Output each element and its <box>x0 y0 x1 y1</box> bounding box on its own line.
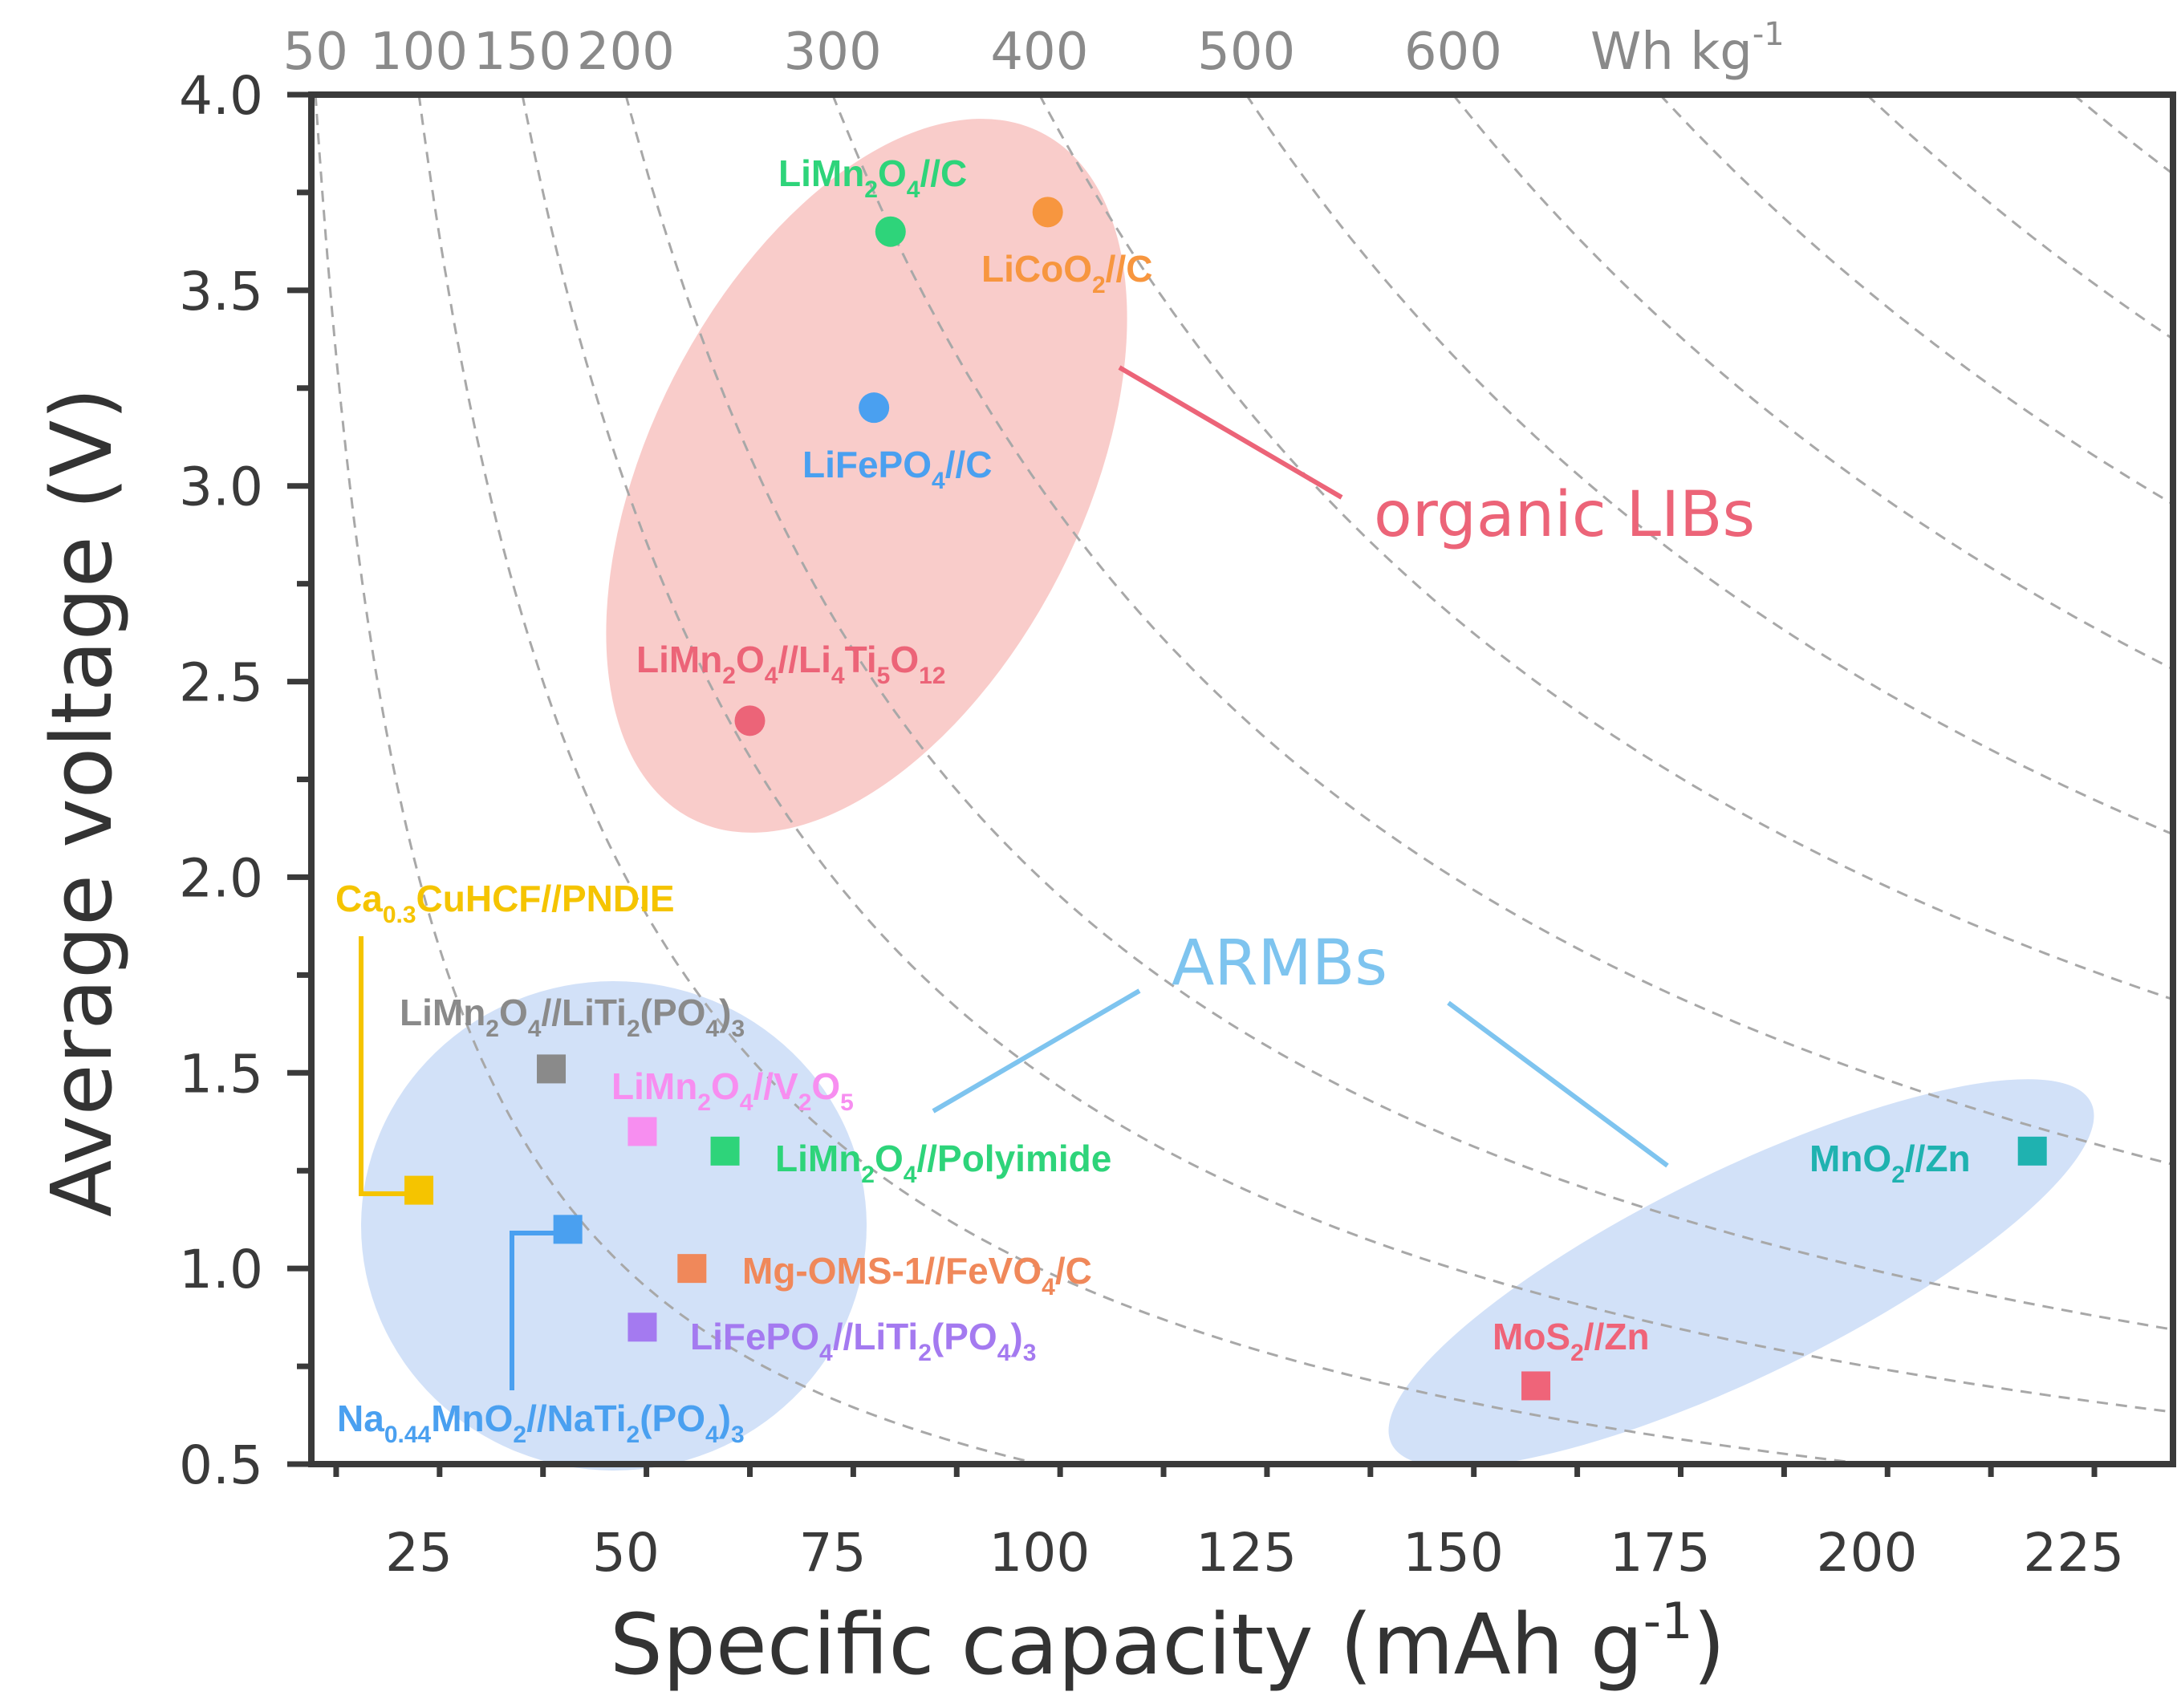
armbs-label: ARMBs <box>1172 927 1387 1000</box>
y-tick-label: 2.5 <box>179 652 263 714</box>
energy-label: 50 <box>282 22 347 82</box>
x-tick-label: 75 <box>799 1522 867 1584</box>
energy-label: 400 <box>990 22 1088 82</box>
connector-line <box>1447 1000 1669 1168</box>
energy-unit-label: Wh kg-1 <box>1590 16 1785 82</box>
energy-label: 200 <box>577 22 675 82</box>
x-tick-label: 100 <box>989 1522 1090 1584</box>
y-axis-title: Average voltage (V) <box>33 387 131 1217</box>
y-tick-label: 1.5 <box>179 1043 263 1105</box>
point-label: LiFePO4//LiTi2(PO4)3 <box>690 1316 1036 1366</box>
organic-libs-label: organic LIBs <box>1374 479 1755 551</box>
point-lifepo4-liti2-po4-3 <box>627 1312 657 1342</box>
armbs-region-right <box>1388 1079 2094 1467</box>
point-limn2o4-li4ti5o12 <box>734 705 766 736</box>
energy-density-labels: 50 100 150 200 300 400 500 600 <box>282 22 1501 82</box>
energy-density-curves <box>314 95 2173 1464</box>
y-tick-label: 4.0 <box>179 65 263 127</box>
point-mos2-zn <box>1521 1371 1551 1401</box>
energy-label: 100 <box>370 22 468 82</box>
point-mg-oms-1-fevo4-c <box>677 1254 707 1284</box>
organic-libs-region <box>606 119 1127 833</box>
connector-line <box>1118 365 1343 500</box>
point-label: LiMn2O4//Polyimide <box>775 1138 1111 1188</box>
point-label: Na0.44MnO2//NaTi2(PO4)3 <box>337 1398 745 1448</box>
point-limn2o4-v2o5 <box>627 1117 657 1146</box>
x-tick-label: 150 <box>1403 1522 1504 1584</box>
y-tick-label: 2.0 <box>179 847 263 909</box>
energy-curve <box>1245 95 2173 836</box>
energy-curve <box>624 95 2173 1331</box>
y-tick-label: 3.0 <box>179 456 263 518</box>
y-tick-label: 3.5 <box>179 261 263 323</box>
connector-line <box>510 1231 570 1390</box>
point-label: Ca0.3CuHCF//PNDIE <box>335 878 675 928</box>
point-limn2o4-polyimide <box>710 1136 740 1166</box>
energy-label: 300 <box>784 22 882 82</box>
point-limn2o4-liti2-po4-3 <box>537 1054 567 1084</box>
point-mno2-zn <box>2017 1136 2047 1166</box>
data-points <box>404 197 2047 1401</box>
energy-curve <box>2073 95 2173 176</box>
energy-label: 500 <box>1197 22 1295 82</box>
point-lifepo4-c <box>859 392 890 424</box>
point-label: MoS2//Zn <box>1493 1316 1650 1366</box>
connector-line <box>932 988 1141 1114</box>
point-label: LiMn2O4//C <box>778 152 967 203</box>
energy-curve <box>831 95 2173 1166</box>
point-label: MnO2//Zn <box>1809 1138 1971 1188</box>
x-tick-label: 25 <box>385 1522 453 1584</box>
x-tick-label: 50 <box>592 1522 660 1584</box>
point-label: LiCoO2//C <box>981 248 1152 298</box>
x-tick-label: 200 <box>1816 1522 1917 1584</box>
point-limn2o4-c <box>875 216 906 247</box>
x-axis-ticks: 25 50 75 100 125 150 175 200 225 <box>333 1464 2124 1584</box>
energy-curve <box>521 95 2173 1414</box>
point-label: LiMn2O4//V2O5 <box>611 1065 854 1116</box>
point-labels: LiMn2O4//C LiCoO2//C LiFePO4//C LiMn2O4//Li… <box>335 152 1971 1448</box>
x-tick-label: 175 <box>1610 1522 1711 1584</box>
x-axis-title: Specific capacity (mAh g-1) <box>610 1592 1725 1694</box>
x-tick-label: 125 <box>1196 1522 1297 1584</box>
point-ca0-3cuhcf-pndie <box>404 1175 434 1205</box>
y-tick-label: 0.5 <box>179 1434 263 1496</box>
y-tick-label: 1.0 <box>179 1239 263 1300</box>
point-label: Mg-OMS-1//FeVO4/C <box>742 1250 1092 1300</box>
point-label: LiMn2O4//LiTi2(PO4)3 <box>400 992 745 1042</box>
energy-curve <box>1038 95 2173 1001</box>
point-label: LiFePO4//C <box>802 444 993 494</box>
energy-curve <box>1659 95 2173 506</box>
y-axis-ticks: 0.5 1.0 1.5 2.0 2.5 3.0 3.5 4.0 <box>179 65 311 1496</box>
x-tick-label: 225 <box>2023 1522 2124 1584</box>
group-labels: organic LIBs ARMBs <box>1172 479 1755 1000</box>
armbs-region-left <box>361 981 867 1471</box>
highlight-regions <box>361 119 2094 1471</box>
point-label: LiMn2O4//Li4Ti5O12 <box>636 639 946 689</box>
energy-curve <box>1452 95 2173 671</box>
point-licoo2-c <box>1032 197 1063 228</box>
point-na0-44mno2-nati2-po4-3 <box>553 1215 583 1244</box>
energy-label: 150 <box>473 22 571 82</box>
energy-label: 600 <box>1404 22 1502 82</box>
